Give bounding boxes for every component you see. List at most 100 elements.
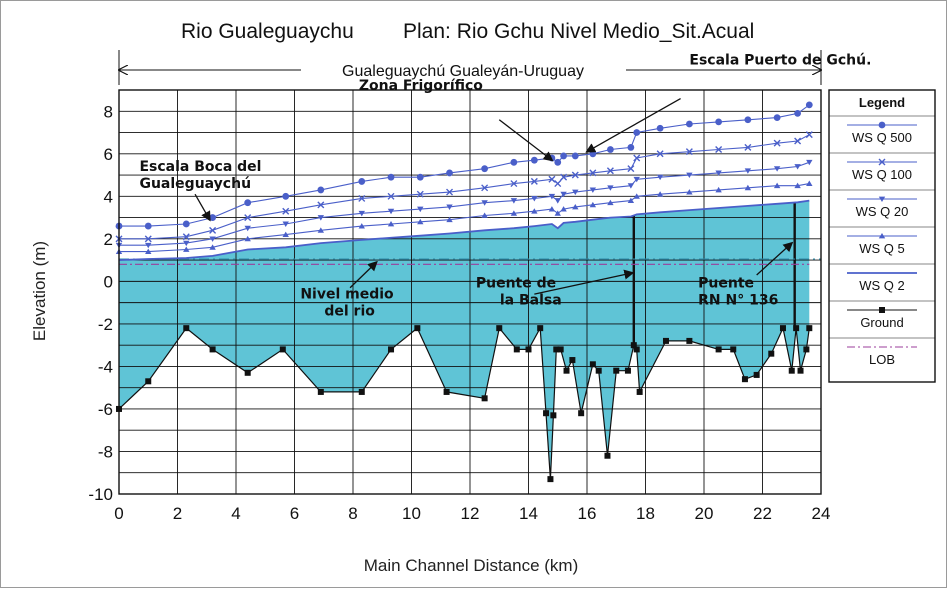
y-tick-label: -2 [98,315,113,334]
data-point-ground [547,476,554,483]
annotation-label: Escala Boca del [139,159,261,175]
data-point-ws-q-5 [417,218,424,225]
data-point-ws-q-20 [589,187,597,193]
annotation-label-line2: del rio [324,303,375,319]
data-point-ws-q-100 [633,154,641,162]
data-point-ws-q-100 [571,171,579,179]
data-point-ws-q-5 [548,206,556,212]
data-point-ground [662,337,669,344]
data-point-ground [209,346,216,353]
data-point-ground [145,378,152,385]
data-point-ws-q-100 [510,180,518,188]
legend-label-ws-q-100: WS Q 100 [852,167,912,182]
data-point-ws-q-500 [715,118,723,126]
data-point-ground [279,346,286,353]
data-point-ground [557,346,564,353]
annotation-label: Puente de [476,276,556,292]
data-point-ws-q-100 [773,139,781,147]
data-point-ws-q-100 [387,192,395,200]
data-point-ground [806,325,813,332]
data-point-ws-q-500 [387,173,395,181]
data-point-ground [183,325,190,332]
data-point-ground [741,376,748,383]
data-point-ws-q-5 [554,210,561,216]
y-tick-label: -10 [88,485,113,504]
data-point-ws-q-20 [554,198,561,204]
data-point-ws-q-5 [773,182,781,189]
data-point-ground [630,342,637,349]
data-point-ws-q-100 [805,131,813,139]
annotation-label: Nivel medio [300,286,394,302]
data-point-ws-q-5 [572,203,579,210]
data-point-ws-q-500 [530,156,538,164]
legend-label-ws-q-20: WS Q 20 [856,204,909,219]
data-point-ws-q-500 [794,109,801,117]
data-point-ws-q-100 [606,167,614,175]
data-point-ws-q-20 [417,206,424,213]
y-tick-label: -4 [98,357,113,376]
data-point-ws-q-20 [686,172,693,179]
data-point-ws-q-100 [446,188,454,196]
data-point-ground [317,388,324,395]
data-point-ws-q-100 [530,177,538,185]
annotation-label-line2: RN N° 136 [698,293,778,309]
x-tick-label: 18 [636,504,655,523]
chart-title-river: Rio Gualeguaychu [181,20,354,43]
data-point-ws-q-500 [627,144,635,151]
x-axis-label: Main Channel Distance (km) [364,556,578,575]
data-point-ground [595,367,602,374]
legend-marker-ws-q-20 [878,196,886,202]
data-point-ws-q-500 [416,173,424,181]
data-point-ws-q-500 [282,192,290,200]
chart-title-plan: Plan: Rio Gchu Nivel Medio_Sit.Acual [403,20,754,43]
annotation-label: Escala Puerto de Gchú. [689,52,871,68]
data-point-ws-q-5 [715,186,722,193]
data-point-ground [414,325,421,332]
x-tick-label: 22 [753,504,772,523]
legend-marker-ws-q-500 [878,121,886,129]
data-point-ground [686,337,693,344]
x-tick-label: 10 [402,504,421,523]
data-point-ws-q-5 [209,244,216,250]
data-point-ws-q-5 [560,206,567,212]
data-point-ws-q-20 [607,185,614,191]
data-point-ground [589,361,596,368]
legend-label-ws-q-500: WS Q 500 [852,130,912,145]
x-tick-label: 0 [114,504,123,523]
data-point-ws-q-20 [548,193,556,200]
data-point-ws-q-500 [773,114,781,122]
x-tick-label: 8 [348,504,357,523]
data-point-ws-q-500 [571,152,579,160]
data-point-ws-q-100 [416,190,424,198]
data-point-ws-q-100 [554,180,562,188]
data-point-ground [553,346,560,353]
annotation-arrow [534,269,635,295]
y-tick-label: 8 [104,102,113,121]
data-point-ws-q-20 [627,183,635,189]
data-point-ground [779,325,786,332]
data-point-ws-q-500 [656,124,664,132]
annotation-label: Puente [698,276,754,292]
data-point-ws-q-5 [607,199,614,206]
data-point-ws-q-500 [244,199,252,207]
data-point-ground [604,452,611,459]
data-point-ws-q-20 [145,242,152,249]
data-point-ws-q-100 [182,233,190,241]
data-point-ground [797,367,804,374]
data-point-ws-q-20 [560,191,567,198]
data-point-ground [496,325,503,332]
y-tick-label: 4 [104,187,113,206]
data-point-ground [443,388,450,395]
y-tick-label: -6 [98,400,113,419]
data-point-ws-q-500 [554,158,562,166]
data-point-ground [578,410,585,417]
data-point-ws-q-100 [244,214,252,222]
legend-marker-ws-q-100 [878,158,886,166]
data-point-ground [788,367,795,374]
data-point-ws-q-500 [209,214,217,221]
data-point-ws-q-100 [358,194,366,202]
data-point-ws-q-5 [589,201,597,208]
data-point-ws-q-5 [358,223,365,229]
legend-label-lob: LOB [869,352,895,367]
